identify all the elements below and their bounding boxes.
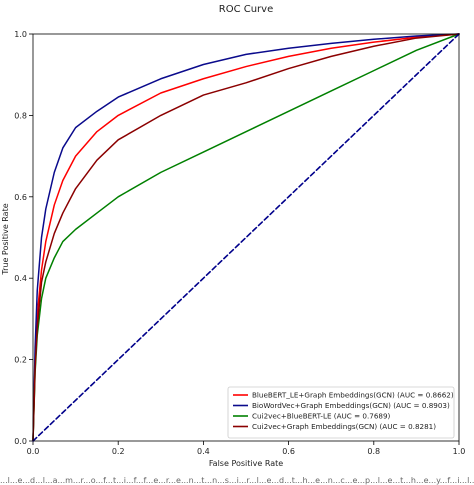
x-axis-label: False Positive Rate <box>209 459 283 468</box>
legend-box <box>227 386 455 439</box>
y-tick-label: 0.4 <box>14 274 27 283</box>
y-tick-label: 1.0 <box>14 30 27 39</box>
x-tick-label: 0.6 <box>282 447 295 456</box>
x-tick-label: 0.8 <box>367 447 380 456</box>
x-tick-label: 1.0 <box>453 447 466 456</box>
chance-diagonal-line <box>32 33 460 442</box>
legend-label: BlueBERT_LE+Graph Embeddings(GCN) (AUC =… <box>252 391 454 400</box>
y-tick-label: 0.8 <box>14 111 27 120</box>
plot-area: 0.0 0.2 0.4 0.6 0.8 1.0 0.0 0.2 0.4 0.6 0.8 1.0 Blue… <box>14 30 465 456</box>
roc-series-line-4 <box>32 33 460 442</box>
plot-frame <box>32 33 460 442</box>
legend-label: BioWordVec+Graph Embeddings(GCN) (AUC = … <box>252 401 450 410</box>
y-tick-label: 0.2 <box>14 356 27 365</box>
roc-series-line-3 <box>32 33 460 442</box>
chart-title: ROC Curve <box>219 4 273 15</box>
figure-caption: ...l...e...d...l...a...m...r...o...f...t… <box>0 477 474 485</box>
y-tick-label: 0.0 <box>14 437 27 446</box>
roc-series-line-2 <box>32 33 460 442</box>
legend-label: Cui2vec+BlueBERT-LE (AUC = 0.7689) <box>252 412 391 421</box>
y-tick-label: 0.6 <box>14 193 27 202</box>
legend-label: Cui2vec+Graph Embeddings(GCN) (AUC = 0.8… <box>252 422 436 431</box>
x-tick-label: 0.0 <box>27 447 40 456</box>
x-tick-label: 0.2 <box>112 447 125 456</box>
x-tick-label: 0.4 <box>197 447 210 456</box>
roc-series-line-1 <box>32 33 460 442</box>
y-axis-label: True Positive Rate <box>1 203 10 275</box>
